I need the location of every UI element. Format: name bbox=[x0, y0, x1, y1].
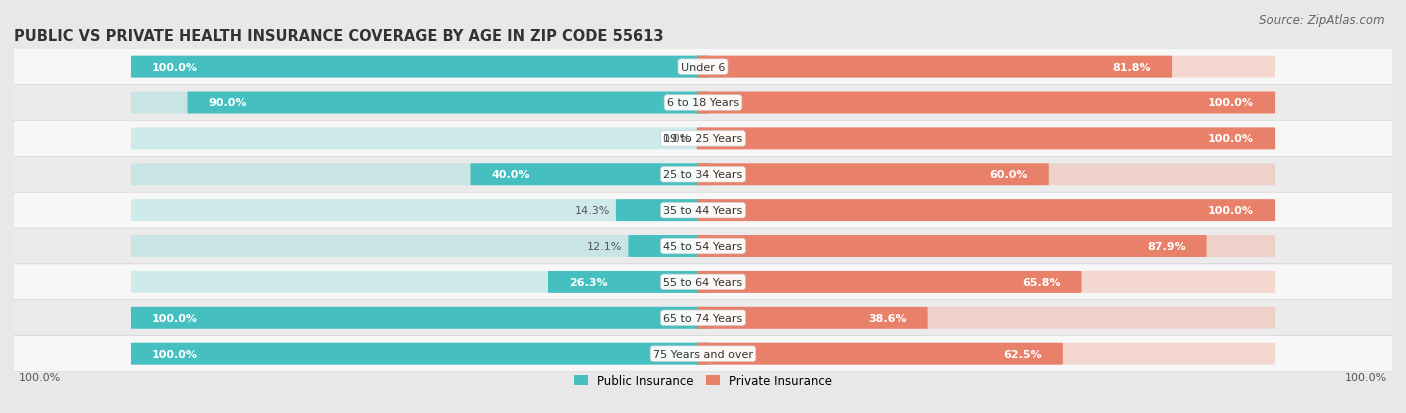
FancyBboxPatch shape bbox=[0, 121, 1406, 157]
FancyBboxPatch shape bbox=[131, 343, 709, 365]
Text: 65.8%: 65.8% bbox=[1022, 277, 1060, 287]
Text: 35 to 44 Years: 35 to 44 Years bbox=[664, 206, 742, 216]
FancyBboxPatch shape bbox=[0, 228, 1406, 264]
Text: 90.0%: 90.0% bbox=[208, 98, 247, 108]
Legend: Public Insurance, Private Insurance: Public Insurance, Private Insurance bbox=[569, 369, 837, 392]
Text: 14.3%: 14.3% bbox=[575, 206, 610, 216]
FancyBboxPatch shape bbox=[697, 57, 1173, 78]
FancyBboxPatch shape bbox=[0, 50, 1406, 85]
Text: 62.5%: 62.5% bbox=[1004, 349, 1042, 359]
Text: 100.0%: 100.0% bbox=[152, 62, 198, 72]
Text: 87.9%: 87.9% bbox=[1147, 242, 1185, 252]
FancyBboxPatch shape bbox=[697, 235, 1275, 257]
FancyBboxPatch shape bbox=[548, 271, 709, 293]
FancyBboxPatch shape bbox=[697, 200, 1275, 221]
FancyBboxPatch shape bbox=[697, 164, 1049, 186]
Text: 100.0%: 100.0% bbox=[1208, 134, 1254, 144]
FancyBboxPatch shape bbox=[131, 57, 709, 78]
FancyBboxPatch shape bbox=[616, 200, 709, 221]
FancyBboxPatch shape bbox=[131, 343, 709, 365]
Text: 75 Years and over: 75 Years and over bbox=[652, 349, 754, 359]
FancyBboxPatch shape bbox=[697, 93, 1275, 114]
FancyBboxPatch shape bbox=[697, 93, 1275, 114]
Text: 100.0%: 100.0% bbox=[152, 313, 198, 323]
FancyBboxPatch shape bbox=[628, 235, 709, 257]
Text: 6 to 18 Years: 6 to 18 Years bbox=[666, 98, 740, 108]
Text: 25 to 34 Years: 25 to 34 Years bbox=[664, 170, 742, 180]
FancyBboxPatch shape bbox=[697, 343, 1275, 365]
FancyBboxPatch shape bbox=[697, 200, 1275, 221]
Text: 26.3%: 26.3% bbox=[569, 277, 607, 287]
Text: 38.6%: 38.6% bbox=[868, 313, 907, 323]
Text: 45 to 54 Years: 45 to 54 Years bbox=[664, 242, 742, 252]
FancyBboxPatch shape bbox=[471, 164, 709, 186]
FancyBboxPatch shape bbox=[187, 93, 709, 114]
Text: 100.0%: 100.0% bbox=[18, 373, 62, 382]
FancyBboxPatch shape bbox=[131, 271, 709, 293]
FancyBboxPatch shape bbox=[131, 307, 709, 329]
FancyBboxPatch shape bbox=[697, 343, 1063, 365]
FancyBboxPatch shape bbox=[131, 235, 709, 257]
FancyBboxPatch shape bbox=[697, 307, 928, 329]
FancyBboxPatch shape bbox=[697, 57, 1275, 78]
Text: 100.0%: 100.0% bbox=[1208, 206, 1254, 216]
Text: 100.0%: 100.0% bbox=[1208, 98, 1254, 108]
FancyBboxPatch shape bbox=[697, 128, 1275, 150]
FancyBboxPatch shape bbox=[0, 193, 1406, 228]
FancyBboxPatch shape bbox=[697, 307, 1275, 329]
FancyBboxPatch shape bbox=[697, 271, 1081, 293]
FancyBboxPatch shape bbox=[131, 128, 709, 150]
Text: 0.0%: 0.0% bbox=[662, 134, 690, 144]
Text: 55 to 64 Years: 55 to 64 Years bbox=[664, 277, 742, 287]
Text: 100.0%: 100.0% bbox=[1344, 373, 1386, 382]
Text: 100.0%: 100.0% bbox=[152, 349, 198, 359]
FancyBboxPatch shape bbox=[697, 128, 1275, 150]
FancyBboxPatch shape bbox=[0, 336, 1406, 372]
FancyBboxPatch shape bbox=[0, 300, 1406, 336]
FancyBboxPatch shape bbox=[0, 85, 1406, 121]
Text: Source: ZipAtlas.com: Source: ZipAtlas.com bbox=[1260, 14, 1385, 27]
Text: 65 to 74 Years: 65 to 74 Years bbox=[664, 313, 742, 323]
FancyBboxPatch shape bbox=[131, 307, 709, 329]
Text: PUBLIC VS PRIVATE HEALTH INSURANCE COVERAGE BY AGE IN ZIP CODE 55613: PUBLIC VS PRIVATE HEALTH INSURANCE COVER… bbox=[14, 29, 664, 44]
FancyBboxPatch shape bbox=[0, 264, 1406, 300]
Text: 40.0%: 40.0% bbox=[492, 170, 530, 180]
FancyBboxPatch shape bbox=[131, 93, 709, 114]
Text: 19 to 25 Years: 19 to 25 Years bbox=[664, 134, 742, 144]
FancyBboxPatch shape bbox=[697, 164, 1275, 186]
Text: Under 6: Under 6 bbox=[681, 62, 725, 72]
FancyBboxPatch shape bbox=[131, 164, 709, 186]
FancyBboxPatch shape bbox=[131, 57, 709, 78]
FancyBboxPatch shape bbox=[697, 271, 1275, 293]
FancyBboxPatch shape bbox=[131, 200, 709, 221]
FancyBboxPatch shape bbox=[697, 235, 1206, 257]
Text: 81.8%: 81.8% bbox=[1112, 62, 1152, 72]
Text: 12.1%: 12.1% bbox=[586, 242, 623, 252]
Text: 60.0%: 60.0% bbox=[990, 170, 1028, 180]
FancyBboxPatch shape bbox=[0, 157, 1406, 193]
